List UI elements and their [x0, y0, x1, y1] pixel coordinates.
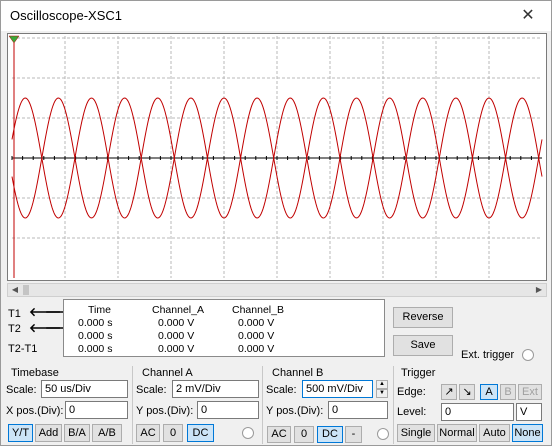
t2-channel-a: 0.000 V	[158, 330, 195, 342]
cursor-t1-marker-icon	[8, 35, 20, 44]
waveform-canvas	[8, 35, 543, 278]
save-button[interactable]: Save	[393, 335, 453, 356]
t2-right-arrow-icon[interactable]: 🡒	[45, 321, 78, 335]
channel-b-minus-button[interactable]: -	[345, 426, 362, 443]
t1-time: 0.000 s	[78, 317, 113, 329]
separator	[132, 366, 133, 444]
trigger-normal-button[interactable]: Normal	[437, 424, 477, 442]
trigger-level-unit[interactable]: V	[516, 403, 542, 421]
title-bar: Oscilloscope-XSC1 ✕	[1, 1, 551, 31]
channel-a-zero-button[interactable]: 0	[163, 424, 183, 442]
header-channel-a: Channel_A	[152, 304, 204, 316]
channel-b-terminal[interactable]	[377, 428, 389, 440]
ext-trigger-terminal[interactable]	[522, 349, 534, 361]
channel-b-title: Channel B	[272, 367, 324, 379]
t2-time: 0.000 s	[78, 330, 113, 342]
scale-down-icon[interactable]: ▼	[376, 389, 388, 398]
trigger-single-button[interactable]: Single	[397, 424, 435, 442]
mode-ba-button[interactable]: B/A	[64, 424, 90, 442]
trigger-auto-button[interactable]: Auto	[479, 424, 510, 442]
horizontal-scrollbar[interactable]: ◀ ▶	[7, 283, 547, 297]
separator	[393, 366, 394, 444]
timebase-xpos-field[interactable]: 0	[65, 401, 128, 419]
trigger-source-a-button[interactable]: A	[480, 384, 498, 400]
dt-channel-a: 0.000 V	[158, 343, 195, 355]
measurement-readout: Time Channel_A Channel_B 0.000 s 0.000 V…	[63, 299, 385, 357]
reverse-button[interactable]: Reverse	[393, 307, 453, 328]
channel-b-ypos-label: Y pos.(Div):	[266, 405, 324, 417]
scroll-right-icon[interactable]: ▶	[535, 285, 543, 294]
channel-b-scale-label: Scale:	[266, 384, 297, 396]
mode-yt-button[interactable]: Y/T	[8, 424, 33, 442]
t2-channel-b: 0.000 V	[238, 330, 275, 342]
rising-edge-icon[interactable]: ↗	[441, 384, 457, 400]
dt-channel-b: 0.000 V	[238, 343, 275, 355]
mode-ab-button[interactable]: A/B	[92, 424, 122, 442]
trigger-source-ext-button[interactable]: Ext	[518, 384, 542, 400]
t1-channel-b: 0.000 V	[238, 317, 275, 329]
channel-a-ac-button[interactable]: AC	[136, 424, 160, 442]
t1-channel-a: 0.000 V	[158, 317, 195, 329]
mode-add-button[interactable]: Add	[35, 424, 62, 442]
channel-b-ypos-field[interactable]: 0	[328, 401, 388, 419]
scroll-thumb[interactable]	[23, 285, 29, 295]
trigger-edge-label: Edge:	[397, 386, 426, 398]
ext-trigger-label: Ext. trigger	[461, 349, 515, 361]
channel-a-scale-field[interactable]: 2 mV/Div	[172, 380, 259, 398]
scale-up-icon[interactable]: ▲	[376, 380, 388, 389]
t2-label: T2	[8, 323, 21, 335]
timebase-scale-label: Scale:	[6, 384, 37, 396]
header-channel-b: Channel_B	[232, 304, 284, 316]
t1-right-arrow-icon[interactable]: 🡒	[45, 305, 78, 319]
trigger-title: Trigger	[401, 367, 436, 379]
channel-a-title: Channel A	[142, 367, 193, 379]
scope-display[interactable]	[7, 33, 547, 281]
t1-label: T1	[8, 308, 21, 320]
t2-left-arrow-icon[interactable]: 🡐	[29, 321, 62, 335]
trigger-source-b-button[interactable]: B	[500, 384, 516, 400]
channel-b-waveform	[11, 97, 543, 219]
channel-a-dc-button[interactable]: DC	[187, 424, 214, 442]
header-time: Time	[88, 304, 111, 316]
falling-edge-icon[interactable]: ↘	[459, 384, 475, 400]
channel-a-terminal[interactable]	[242, 427, 254, 439]
timebase-xpos-label: X pos.(Div):	[6, 405, 64, 417]
channel-b-zero-button[interactable]: 0	[294, 426, 314, 443]
channel-a-scale-label: Scale:	[136, 384, 167, 396]
channel-b-dc-button[interactable]: DC	[317, 426, 343, 443]
timebase-scale-field[interactable]: 50 us/Div	[41, 380, 128, 398]
trigger-level-field[interactable]: 0	[441, 403, 514, 421]
separator	[262, 366, 263, 444]
window-title: Oscilloscope-XSC1	[10, 8, 122, 23]
channel-b-scale-field[interactable]: 500 mV/Div	[302, 380, 373, 398]
scroll-left-icon[interactable]: ◀	[11, 285, 19, 294]
trigger-none-button[interactable]: None	[512, 424, 543, 442]
timebase-title: Timebase	[11, 367, 59, 379]
dt-time: 0.000 s	[78, 343, 113, 355]
channel-a-waveform	[11, 97, 543, 219]
channel-a-ypos-label: Y pos.(Div):	[136, 405, 194, 417]
t2-t1-label: T2-T1	[8, 343, 38, 355]
trigger-level-label: Level:	[397, 406, 427, 418]
close-button[interactable]: ✕	[521, 7, 535, 24]
channel-b-ac-button[interactable]: AC	[267, 426, 291, 443]
t1-left-arrow-icon[interactable]: 🡐	[29, 305, 62, 319]
channel-a-ypos-field[interactable]: 0	[197, 401, 259, 419]
